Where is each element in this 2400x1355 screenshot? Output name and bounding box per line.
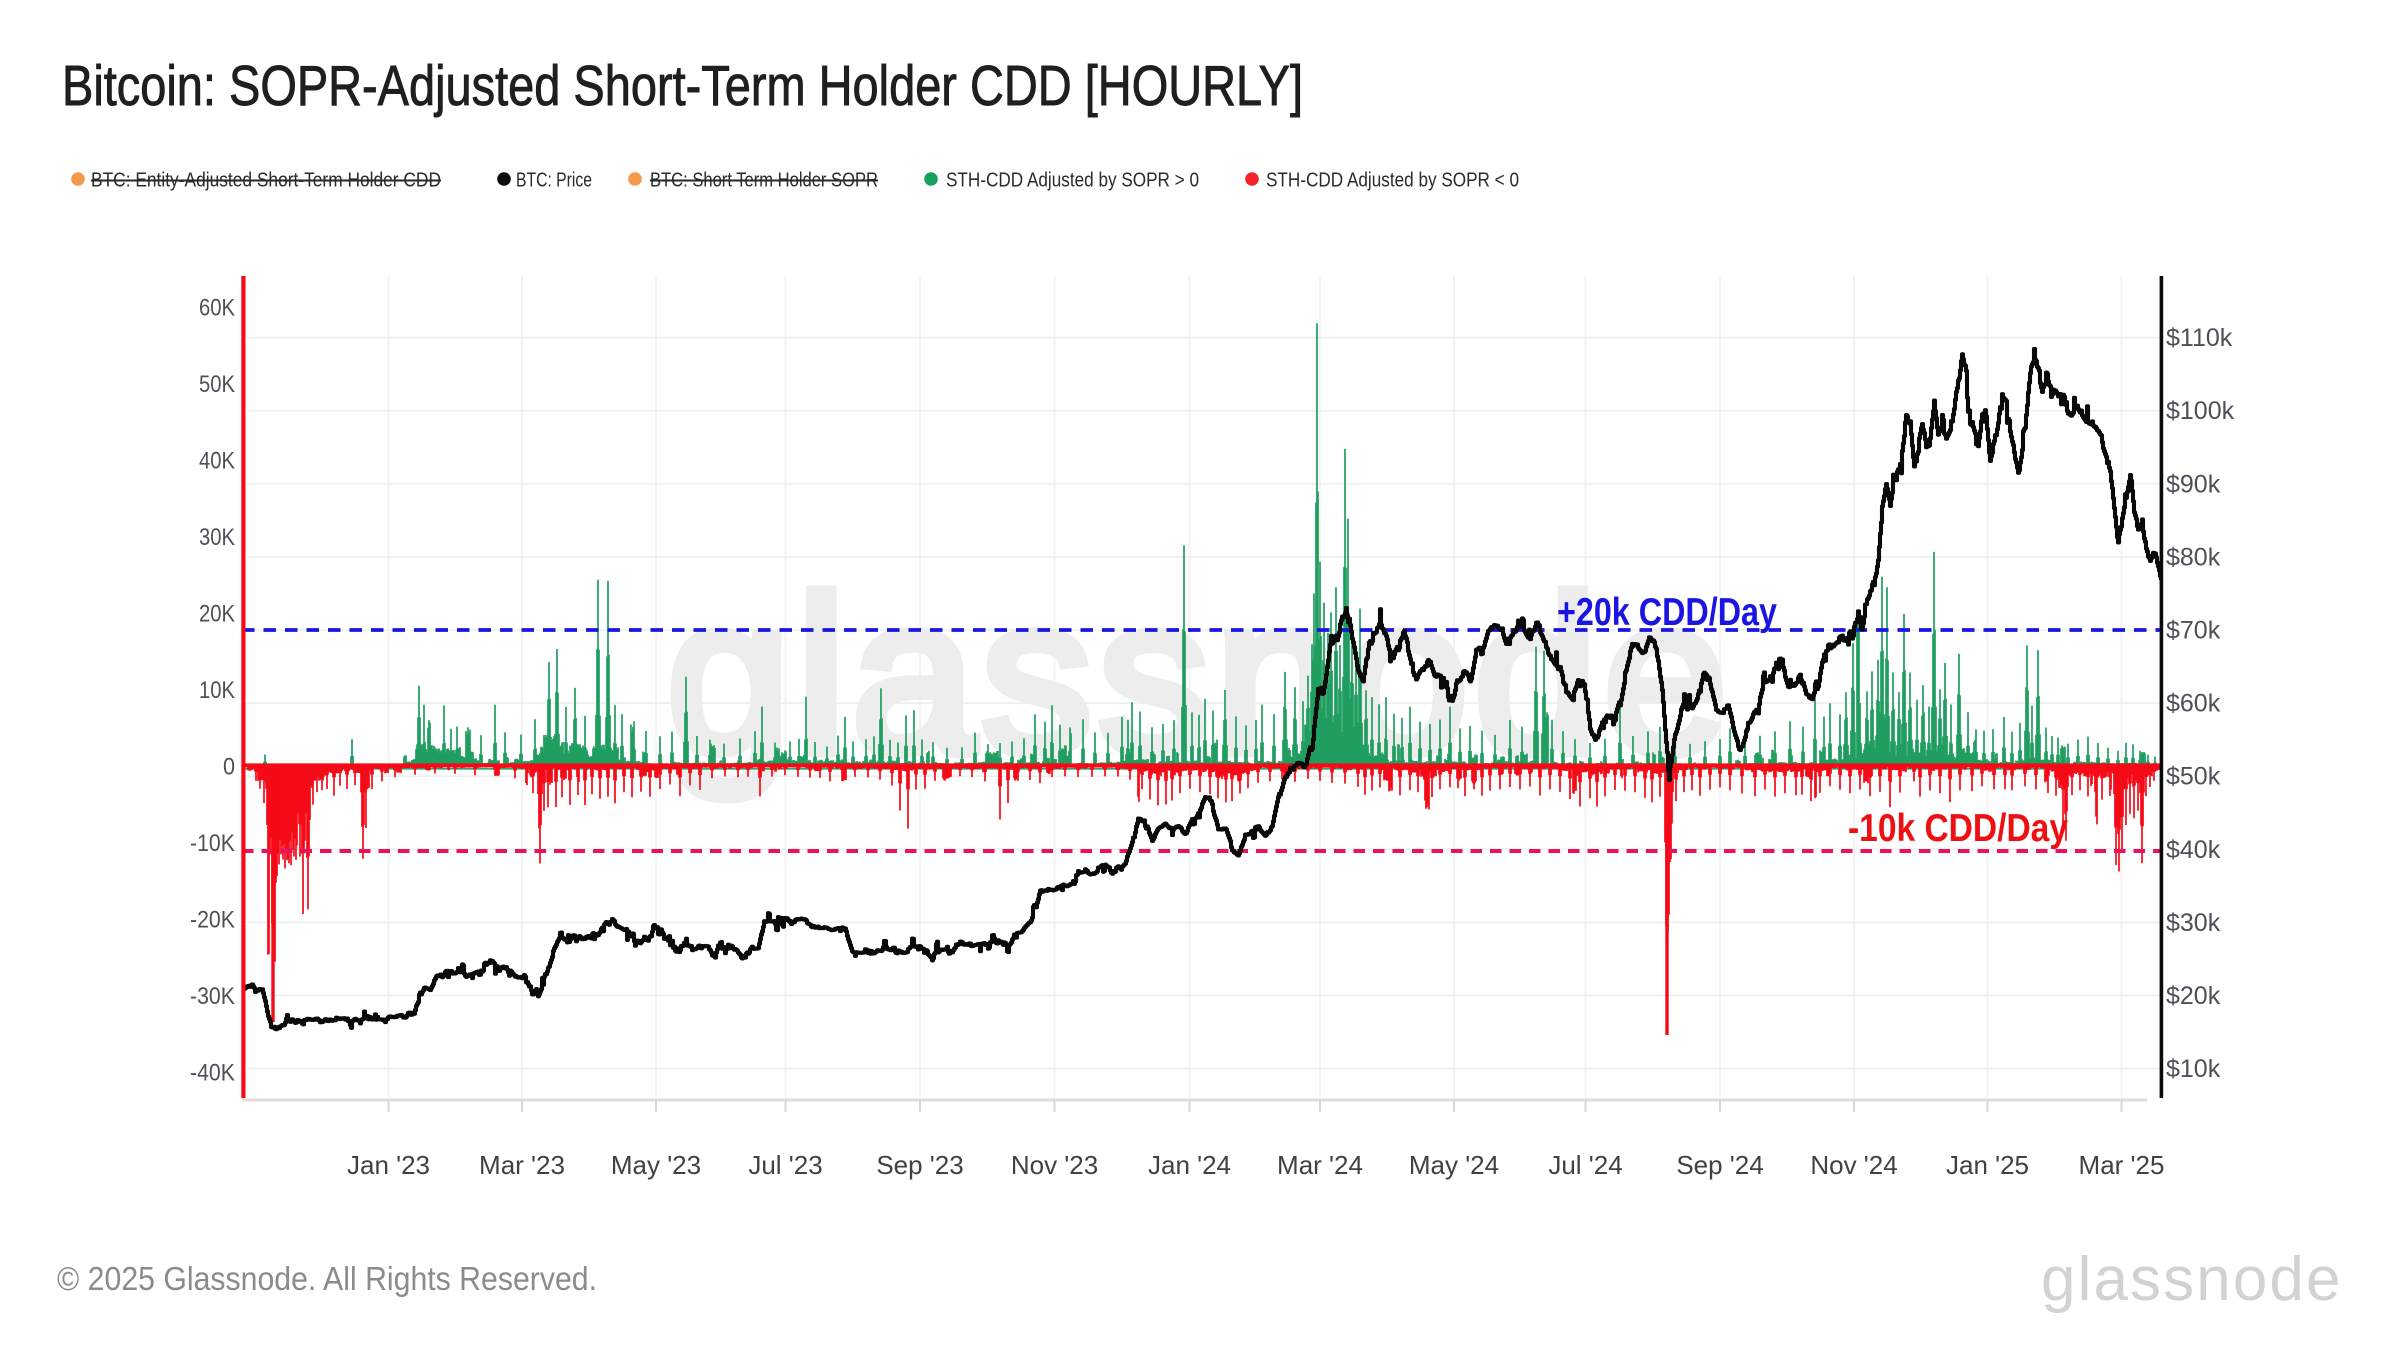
svg-text:$60k: $60k (2166, 690, 2221, 718)
svg-text:BTC: Short Term Holder SOPR: BTC: Short Term Holder SOPR (650, 169, 878, 192)
svg-text:-20K: -20K (190, 907, 236, 934)
svg-text:Jan '25: Jan '25 (1946, 1150, 2029, 1180)
svg-text:STH-CDD Adjusted by SOPR < 0: STH-CDD Adjusted by SOPR < 0 (1266, 169, 1519, 192)
svg-text:Mar '25: Mar '25 (2079, 1150, 2165, 1180)
svg-text:60K: 60K (199, 295, 236, 322)
svg-text:BTC: Entity-Adjusted Short-Ter: BTC: Entity-Adjusted Short-Term Holder C… (91, 169, 441, 192)
svg-text:40K: 40K (199, 448, 236, 475)
svg-text:Jul '23: Jul '23 (748, 1150, 822, 1180)
svg-text:May '24: May '24 (1409, 1150, 1499, 1180)
svg-text:30K: 30K (199, 524, 236, 551)
svg-text:STH-CDD Adjusted by SOPR > 0: STH-CDD Adjusted by SOPR > 0 (946, 169, 1199, 192)
svg-text:$30k: $30k (2166, 909, 2221, 937)
svg-text:$10k: $10k (2166, 1055, 2221, 1083)
svg-text:Jul '24: Jul '24 (1548, 1150, 1622, 1180)
svg-text:Nov '24: Nov '24 (1810, 1150, 1897, 1180)
svg-text:$90k: $90k (2166, 470, 2221, 498)
svg-text:Bitcoin: SOPR-Adjusted Short-T: Bitcoin: SOPR-Adjusted Short-Term Holder… (62, 54, 1303, 118)
svg-text:Jan '23: Jan '23 (347, 1150, 430, 1180)
svg-text:$100k: $100k (2166, 397, 2235, 425)
svg-text:10K: 10K (199, 677, 236, 704)
svg-text:$110k: $110k (2166, 324, 2233, 352)
svg-text:-40K: -40K (190, 1060, 236, 1087)
svg-text:-10K: -10K (190, 830, 236, 857)
svg-text:$50k: $50k (2166, 763, 2221, 791)
svg-text:$80k: $80k (2166, 543, 2221, 571)
svg-text:+20k CDD/Day: +20k CDD/Day (1557, 591, 1777, 634)
svg-text:Jan '24: Jan '24 (1148, 1150, 1231, 1180)
svg-text:BTC: Price: BTC: Price (516, 169, 592, 192)
svg-text:Sep '24: Sep '24 (1676, 1150, 1763, 1180)
svg-text:glassnode: glassnode (2041, 1245, 2343, 1314)
svg-text:0: 0 (223, 754, 235, 781)
svg-text:$20k: $20k (2166, 982, 2221, 1010)
svg-text:May '23: May '23 (611, 1150, 701, 1180)
svg-text:50K: 50K (199, 371, 236, 398)
svg-text:20K: 20K (199, 601, 236, 628)
svg-text:Sep '23: Sep '23 (876, 1150, 963, 1180)
svg-text:Mar '24: Mar '24 (1277, 1150, 1363, 1180)
svg-text:© 2025 Glassnode. All Rights R: © 2025 Glassnode. All Rights Reserved. (57, 1260, 597, 1297)
svg-text:$40k: $40k (2166, 836, 2221, 864)
svg-text:Nov '23: Nov '23 (1011, 1150, 1098, 1180)
svg-text:$70k: $70k (2166, 617, 2221, 645)
svg-text:Mar '23: Mar '23 (479, 1150, 565, 1180)
svg-text:-10k CDD/Day: -10k CDD/Day (1848, 807, 2068, 850)
svg-text:-30K: -30K (190, 983, 236, 1010)
